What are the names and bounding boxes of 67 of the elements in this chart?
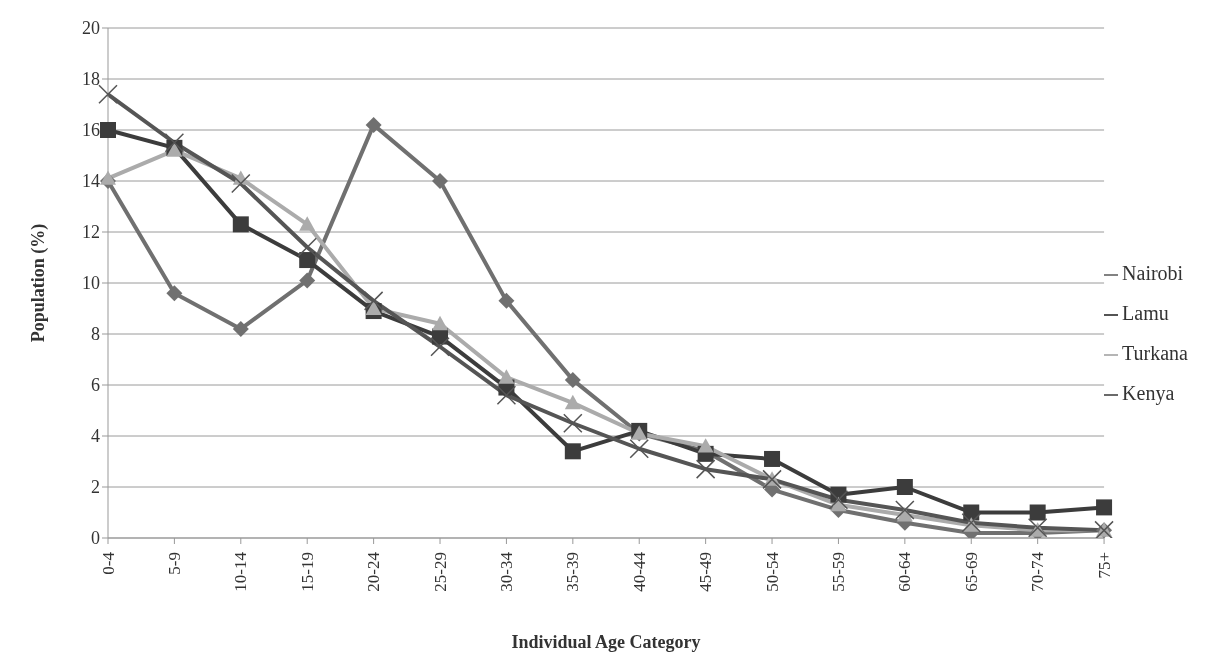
x-tick-label: 10-14: [231, 551, 251, 592]
legend-label: Nairobi: [1122, 262, 1184, 284]
x-tick-label: 75+: [1094, 552, 1114, 579]
legend-label: Lamu: [1122, 302, 1169, 324]
y-tick-label: 4: [91, 426, 100, 447]
point: [496, 385, 517, 405]
point: [365, 116, 382, 133]
point: [166, 285, 183, 302]
y-tick-label: 16: [82, 120, 100, 141]
x-tick-label: 25-29: [430, 552, 450, 592]
point: [564, 443, 581, 460]
point: [231, 173, 251, 194]
point: [828, 490, 849, 510]
point: [363, 291, 384, 311]
point: [299, 272, 316, 289]
point: [365, 300, 382, 315]
point: [564, 394, 581, 410]
x-tick-label: 50-54: [762, 551, 782, 592]
y-tick-label: 2: [91, 477, 100, 498]
y-tick-label: 18: [82, 69, 100, 90]
point: [564, 371, 581, 388]
point: [764, 450, 781, 467]
point: [98, 84, 118, 105]
point: [695, 459, 716, 479]
point: [299, 216, 316, 231]
y-tick-label: 10: [82, 273, 100, 294]
y-tick-label: 14: [82, 171, 100, 192]
point: [498, 369, 515, 384]
point: [100, 122, 116, 138]
legend-label: Kenya: [1122, 382, 1175, 404]
point: [563, 413, 583, 433]
point: [432, 315, 449, 331]
x-tick-label: 60-64: [895, 551, 915, 592]
point: [430, 337, 450, 357]
point: [232, 216, 249, 233]
x-tick-label: 65-69: [961, 552, 981, 592]
legend-label: Turkana: [1122, 342, 1188, 364]
x-axis-title: Individual Age Category: [511, 632, 701, 652]
point: [961, 512, 981, 533]
point: [697, 438, 714, 453]
x-tick-label: 70-74: [1028, 551, 1048, 592]
point: [896, 479, 913, 495]
x-tick-label: 5-9: [164, 552, 184, 575]
point: [1096, 499, 1113, 516]
point: [1029, 504, 1046, 521]
y-tick-label: 20: [82, 18, 100, 39]
point: [498, 292, 515, 309]
point: [232, 320, 249, 337]
point: [100, 170, 116, 185]
x-tick-label: 40-44: [629, 551, 649, 592]
y-axis-title: Population (%): [28, 223, 50, 343]
point: [432, 173, 449, 189]
point: [164, 133, 185, 153]
x-tick-label: 35-39: [563, 552, 583, 592]
x-tick-label: 45-49: [696, 552, 716, 592]
point: [299, 252, 316, 269]
y-tick-label: 6: [91, 375, 100, 396]
x-tick-label: 15-19: [297, 552, 317, 592]
y-tick-label: 12: [82, 222, 100, 243]
point: [629, 439, 649, 459]
x-tick-label: 30-34: [496, 551, 516, 592]
x-tick-label: 55-59: [828, 552, 848, 592]
y-tick-label: 8: [91, 324, 100, 345]
y-tick-label: 0: [91, 528, 100, 549]
x-tick-label: 0-4: [98, 551, 118, 575]
x-tick-label: 20-24: [364, 551, 384, 592]
point: [895, 500, 915, 520]
